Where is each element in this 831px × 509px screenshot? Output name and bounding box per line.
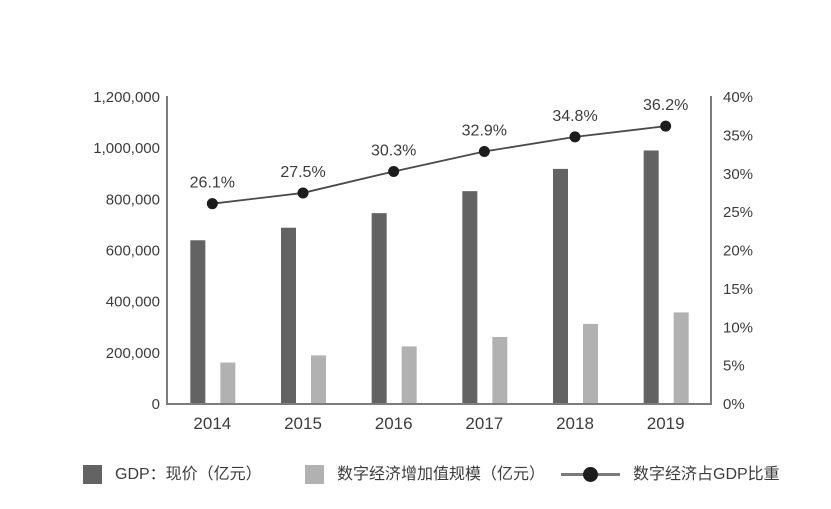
right-tick-1: 5% — [723, 358, 745, 375]
ratio-point-2017 — [478, 145, 490, 157]
left-tick-1: 200,000 — [106, 345, 160, 362]
digital-economy-bar-2014 — [220, 362, 236, 404]
ratio-value-label-2019: 36.2% — [643, 97, 688, 114]
gdp-bar-2018 — [553, 168, 568, 404]
left-tick-0: 0 — [152, 396, 160, 413]
ratio-line-layer — [206, 120, 672, 210]
left-tick-5: 1,000,000 — [93, 140, 160, 157]
digital-economy-bar-2018 — [583, 323, 598, 404]
year-label-2017: 2017 — [465, 414, 503, 433]
left-tick-4: 800,000 — [106, 191, 160, 208]
ratio-value-label-2014: 26.1% — [190, 175, 235, 192]
left-tick-6: 1,200,000 — [93, 89, 160, 106]
year-label-2014: 2014 — [193, 414, 231, 433]
right-tick-5: 25% — [723, 204, 753, 221]
ratio-line — [212, 125, 666, 205]
year-label-2018: 2018 — [556, 414, 594, 433]
left-tick-3: 600,000 — [106, 243, 160, 260]
ratio-point-2016 — [388, 165, 400, 177]
x-axis-category-labels: 2014 2015 2016 2017 2018 2019 — [193, 414, 684, 433]
gdp-bar-2017 — [462, 191, 478, 404]
gdp-bar-2014 — [190, 240, 206, 404]
digital-economy-bar-2016 — [401, 346, 417, 404]
ratio-value-label-2018: 34.8% — [552, 108, 597, 125]
right-axis-tick-labels: 0% 5% 10% 15% 20% 25% 30% 35% 40% — [723, 89, 753, 413]
right-tick-6: 30% — [723, 166, 753, 183]
ratio-point-2015 — [297, 187, 309, 199]
year-label-2015: 2015 — [284, 414, 322, 433]
right-tick-3: 15% — [723, 281, 753, 298]
right-tick-4: 20% — [723, 243, 753, 260]
ratio-value-label-2016: 30.3% — [371, 142, 416, 159]
ratio-point-2014 — [206, 198, 218, 210]
ratio-value-label-2017: 32.9% — [462, 122, 507, 139]
right-tick-7: 35% — [723, 127, 753, 144]
ratio-point-2019 — [660, 120, 672, 132]
year-label-2016: 2016 — [375, 414, 413, 433]
gdp-bar-2016 — [371, 213, 387, 404]
digital-economy-bar-2019 — [673, 312, 689, 404]
right-tick-0: 0% — [723, 396, 745, 413]
left-axis-tick-labels: 0 200,000 400,000 600,000 800,000 1,000,000 1,… — [93, 89, 160, 413]
ratio-point-2018 — [569, 131, 581, 143]
right-tick-8: 40% — [723, 89, 753, 106]
digital-economy-bar-2017 — [492, 336, 508, 404]
bars-layer — [190, 150, 689, 404]
gdp-bar-2015 — [281, 227, 296, 404]
ratio-value-label-2015: 27.5% — [280, 164, 325, 181]
gdp-bar-2019 — [643, 150, 659, 404]
digital-economy-bar-2015 — [311, 355, 326, 404]
line-data-labels: 26.1% 27.5% 30.3% 32.9% 34.8% 36.2% — [190, 97, 689, 192]
year-label-2019: 2019 — [647, 414, 685, 433]
left-tick-2: 400,000 — [106, 294, 160, 311]
right-tick-2: 10% — [723, 319, 753, 336]
